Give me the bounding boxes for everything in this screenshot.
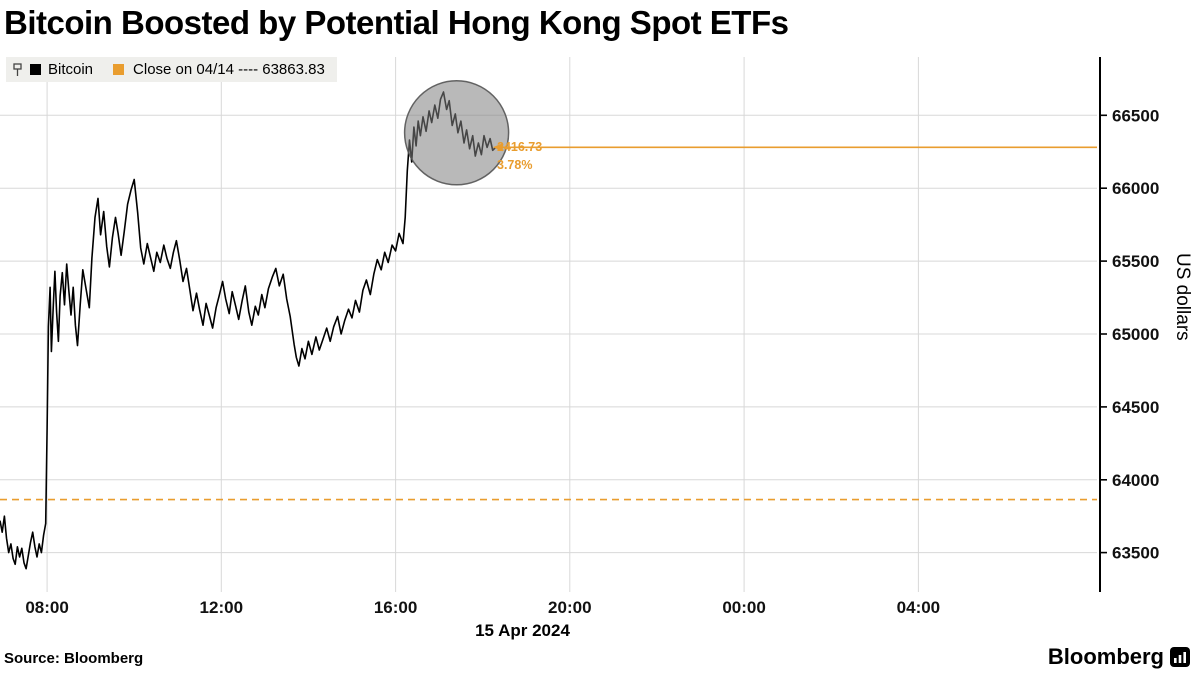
y-tick-label: 64000 [1112, 471, 1159, 490]
close-line-label: Close on 04/14 ---- 63863.83 [133, 61, 325, 78]
x-tick-label: 04:00 [897, 598, 940, 617]
pin-icon [12, 62, 23, 77]
change-pct-label: 3.78% [497, 158, 533, 173]
x-tick-label: 16:00 [374, 598, 417, 617]
bitcoin-series-label: Bitcoin [48, 61, 94, 78]
bitcoin-series-swatch [30, 64, 41, 75]
x-tick-label: 00:00 [722, 598, 765, 617]
page-title: Bitcoin Boosted by Potential Hong Kong S… [4, 4, 789, 41]
y-tick-label: 66000 [1112, 179, 1159, 198]
highlight-circle [403, 80, 510, 186]
last-price-arrow [492, 143, 503, 152]
change-value-label: 2416.73 [497, 140, 543, 154]
x-tick-label: 08:00 [25, 598, 68, 617]
x-axis-date-label: 15 Apr 2024 [475, 621, 570, 640]
source-credit: Source: Bloomberg [4, 650, 144, 667]
y-tick-label: 65000 [1112, 325, 1159, 344]
bloomberg-logo-icon [1170, 647, 1190, 667]
chart-legend: Bitcoin Close on 04/14 ---- 63863.83 [6, 57, 337, 82]
last-price-annotation: 2416.73 3.78% [497, 138, 542, 174]
y-axis-title: US dollars [1172, 253, 1193, 341]
y-tick-label: 63500 [1112, 544, 1159, 563]
bloomberg-logo: Bloomberg [1048, 644, 1190, 670]
y-tick-label: 66500 [1112, 106, 1159, 125]
y-tick-label: 65500 [1112, 252, 1159, 271]
bloomberg-wordmark: Bloomberg [1047, 644, 1164, 669]
y-tick-label: 64500 [1112, 398, 1159, 417]
x-tick-label: 20:00 [548, 598, 591, 617]
close-line-swatch [113, 64, 125, 75]
x-tick-label: 12:00 [200, 598, 243, 617]
